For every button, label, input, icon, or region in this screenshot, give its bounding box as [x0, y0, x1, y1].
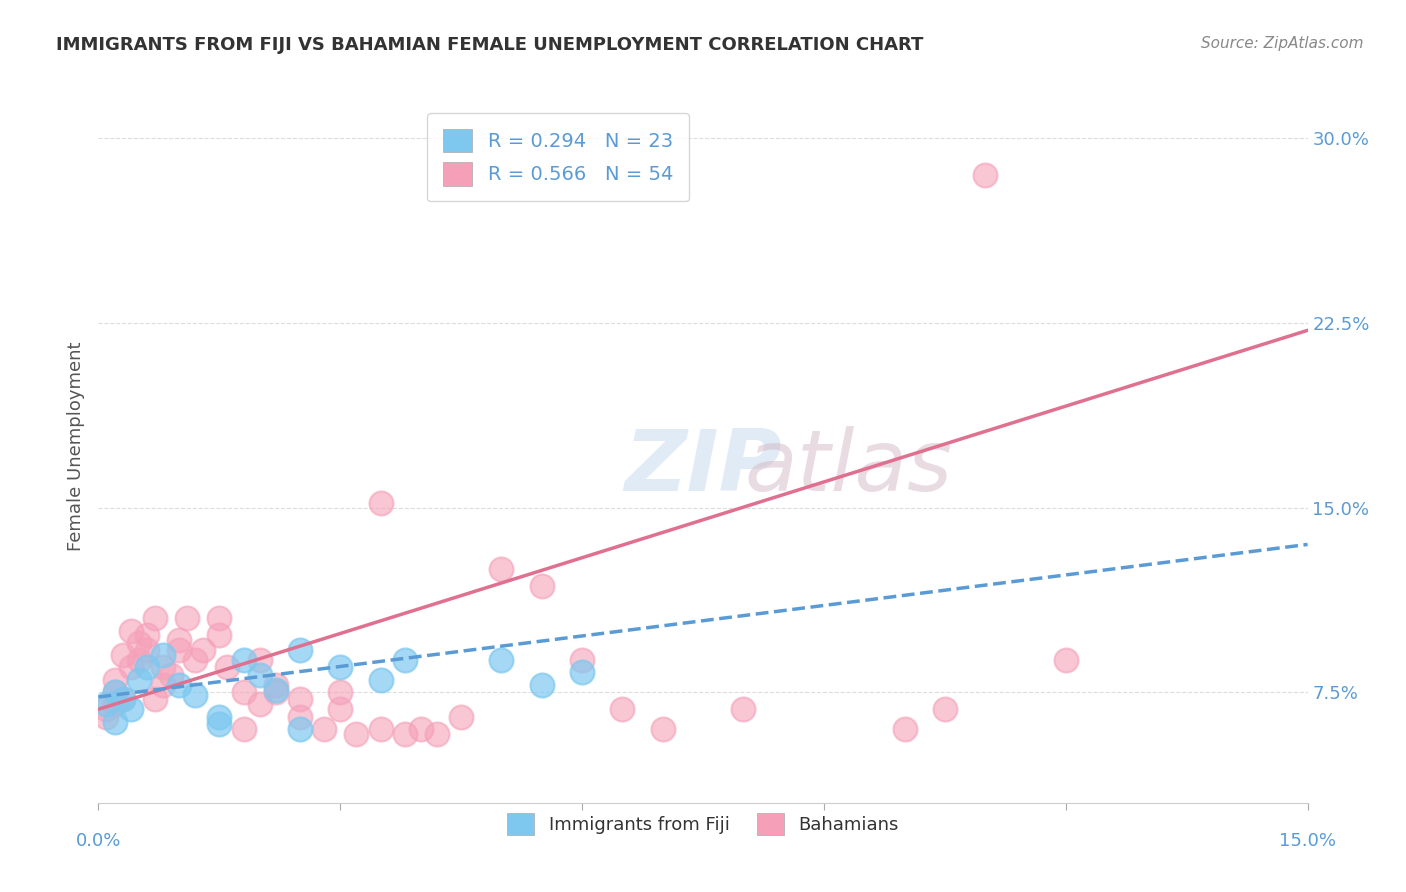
Point: [103, 714, 125, 729]
Point: [208, 709, 231, 723]
Point: [264, 685, 287, 699]
Y-axis label: Female Unemployment: Female Unemployment: [66, 342, 84, 550]
Point: [111, 648, 134, 662]
Point: [329, 685, 352, 699]
Point: [208, 628, 231, 642]
Point: [232, 685, 254, 699]
Point: [208, 611, 231, 625]
Point: [530, 678, 553, 692]
Point: [167, 678, 190, 692]
Text: 15.0%: 15.0%: [1279, 832, 1336, 850]
Text: 0.0%: 0.0%: [76, 832, 121, 850]
Point: [128, 673, 150, 687]
Point: [288, 692, 311, 706]
Point: [176, 611, 198, 625]
Point: [232, 653, 254, 667]
Point: [103, 673, 125, 687]
Point: [612, 702, 634, 716]
Point: [530, 579, 553, 593]
Point: [143, 611, 166, 625]
Point: [184, 688, 207, 702]
Text: ZIP: ZIP: [624, 425, 782, 509]
Point: [370, 495, 392, 509]
Point: [96, 698, 118, 712]
Point: [135, 660, 157, 674]
Point: [217, 660, 239, 674]
Text: atlas: atlas: [744, 425, 952, 509]
Point: [111, 692, 134, 706]
Point: [409, 722, 432, 736]
Point: [135, 628, 157, 642]
Point: [103, 698, 125, 712]
Point: [733, 702, 755, 716]
Point: [193, 643, 215, 657]
Point: [128, 653, 150, 667]
Point: [1054, 653, 1077, 667]
Point: [264, 682, 287, 697]
Point: [120, 660, 142, 674]
Point: [152, 660, 174, 674]
Point: [314, 722, 336, 736]
Point: [135, 643, 157, 657]
Point: [288, 643, 311, 657]
Point: [143, 692, 166, 706]
Point: [103, 685, 125, 699]
Point: [491, 653, 513, 667]
Point: [344, 727, 367, 741]
Point: [103, 685, 125, 699]
Point: [249, 653, 271, 667]
Point: [450, 709, 472, 723]
Point: [160, 668, 183, 682]
Point: [329, 702, 352, 716]
Point: [249, 698, 271, 712]
Point: [152, 648, 174, 662]
Point: [370, 673, 392, 687]
Point: [329, 660, 352, 674]
Point: [264, 678, 287, 692]
Point: [167, 643, 190, 657]
Point: [571, 653, 593, 667]
Point: [96, 709, 118, 723]
Legend: Immigrants from Fiji, Bahamians: Immigrants from Fiji, Bahamians: [498, 804, 908, 844]
Point: [491, 562, 513, 576]
Point: [651, 722, 673, 736]
Point: [394, 727, 416, 741]
Point: [152, 678, 174, 692]
Point: [571, 665, 593, 680]
Point: [111, 692, 134, 706]
Point: [208, 717, 231, 731]
Text: IMMIGRANTS FROM FIJI VS BAHAMIAN FEMALE UNEMPLOYMENT CORRELATION CHART: IMMIGRANTS FROM FIJI VS BAHAMIAN FEMALE …: [56, 36, 924, 54]
Point: [394, 653, 416, 667]
Point: [184, 653, 207, 667]
Point: [249, 668, 271, 682]
Point: [974, 169, 997, 183]
Text: Source: ZipAtlas.com: Source: ZipAtlas.com: [1201, 36, 1364, 51]
Point: [893, 722, 915, 736]
Point: [128, 636, 150, 650]
Point: [370, 722, 392, 736]
Point: [232, 722, 254, 736]
Point: [120, 702, 142, 716]
Point: [120, 624, 142, 638]
Point: [426, 727, 449, 741]
Point: [288, 709, 311, 723]
Point: [167, 633, 190, 648]
Point: [288, 722, 311, 736]
Point: [96, 702, 118, 716]
Point: [934, 702, 956, 716]
